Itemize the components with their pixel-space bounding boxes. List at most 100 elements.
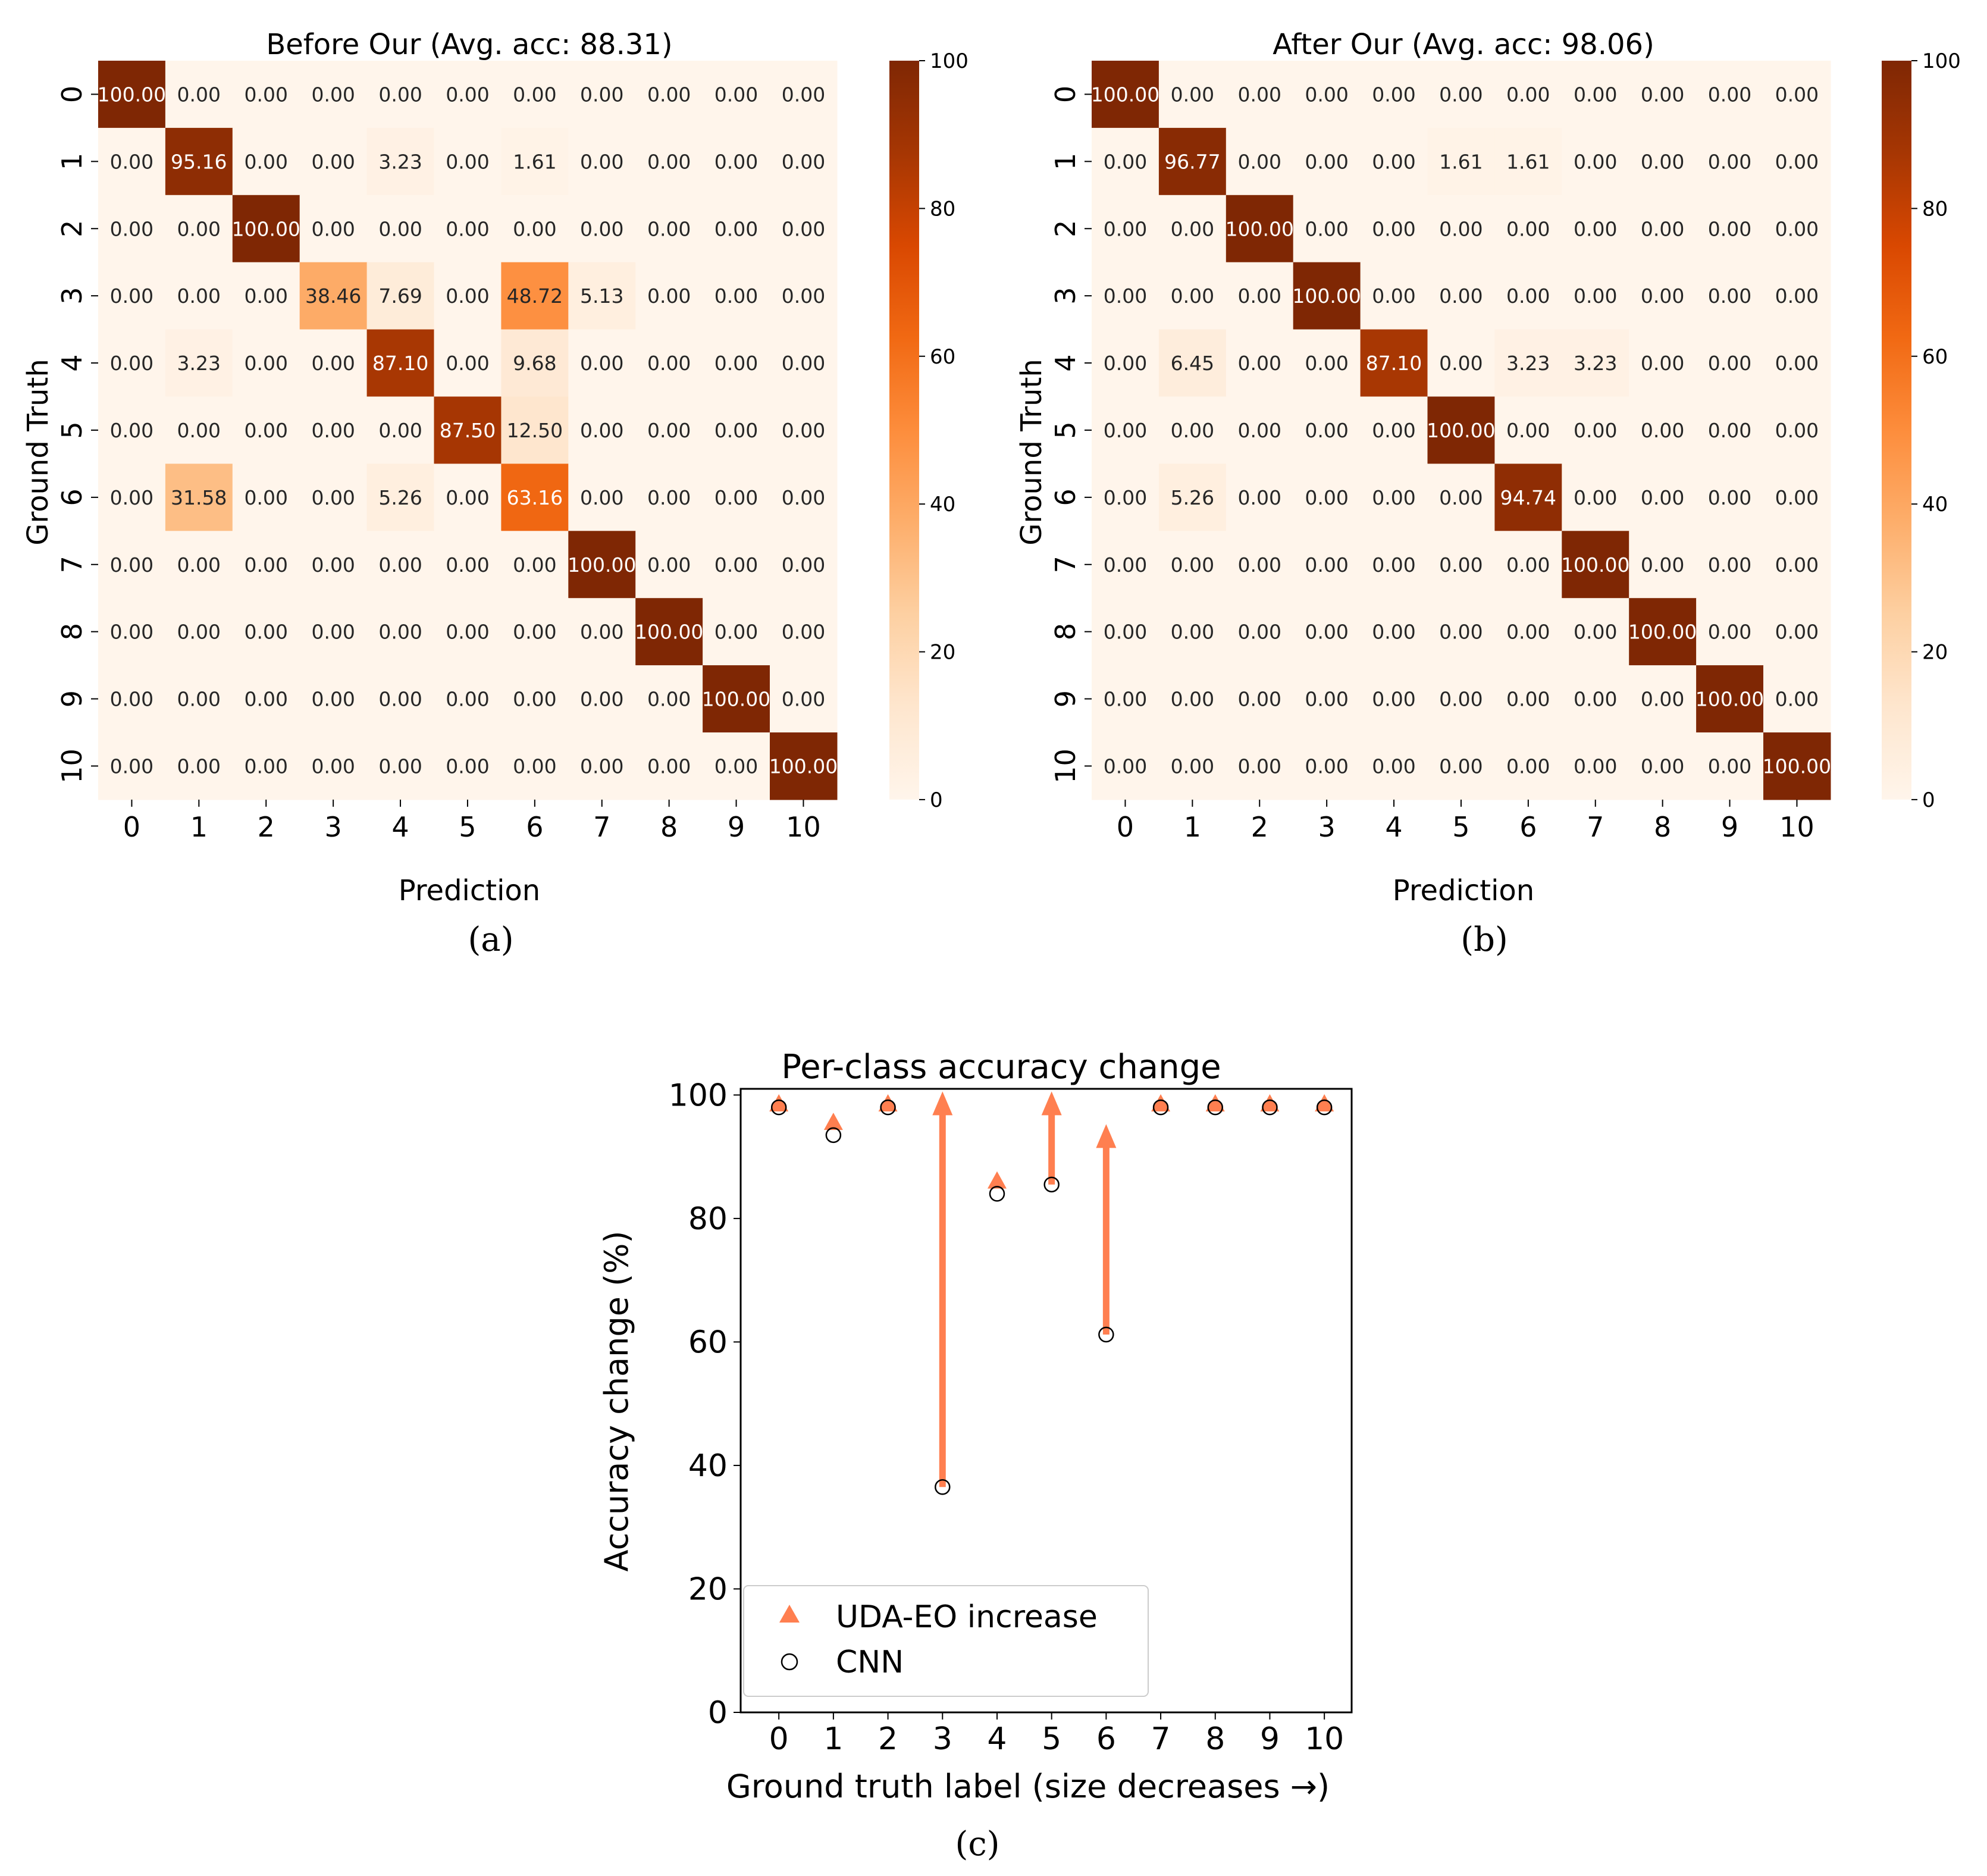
- scatter-c-legend: UDA-EO increase CNN: [743, 1585, 1149, 1697]
- heatmap-cell: [1696, 531, 1764, 599]
- heatmap-cell-label: 0.00: [1305, 621, 1348, 644]
- heatmap-cell: [635, 665, 703, 733]
- heatmap-cell-label: 0.00: [1372, 284, 1415, 308]
- heatmap-cell: [1427, 262, 1495, 330]
- heatmap-cell-label: 0.00: [714, 553, 758, 577]
- heatmap-cell: [1562, 396, 1629, 464]
- heatmap-cell: [1427, 329, 1495, 397]
- y-tick-label: 100: [669, 1078, 728, 1113]
- heatmap-cell: [1494, 531, 1562, 599]
- heatmap-cell: [434, 598, 502, 666]
- heatmap-cell-label: 0.00: [1305, 755, 1348, 778]
- heatmap-cell-label: 0.00: [714, 352, 758, 375]
- heatmap-cell-label: 0.00: [782, 83, 825, 106]
- heatmap-cell-label: 0.00: [647, 83, 691, 106]
- heatmap-cell-label: 100.00: [1292, 284, 1361, 308]
- heatmap-cell: [98, 195, 166, 263]
- heatmap-cell-label: 0.00: [1775, 150, 1819, 173]
- heatmap-cell-label: 0.00: [1104, 688, 1147, 711]
- heatmap-cell: [1562, 732, 1629, 800]
- heatmap-cell: [1092, 262, 1159, 330]
- heatmap-cell-label: 87.50: [440, 419, 496, 442]
- heatmap-cell-label: 0.00: [446, 217, 489, 240]
- heatmap-cell-label: 0.00: [1439, 83, 1483, 106]
- heatmap-cell: [434, 531, 502, 599]
- heatmap-cell: [434, 127, 502, 196]
- heatmap-cell-label: 0.00: [647, 150, 691, 173]
- heatmap-cell: [568, 127, 636, 196]
- heatmap-cell: [1360, 329, 1428, 397]
- heatmap-cell-label: 0.00: [1104, 621, 1147, 644]
- heatmap-cell: [1562, 329, 1629, 397]
- x-tick-label: 6: [1096, 1721, 1116, 1757]
- heatmap-cell-label: 0.00: [110, 621, 153, 644]
- x-tick-label: 1: [1184, 811, 1201, 843]
- heatmap-cell: [1293, 463, 1361, 531]
- heatmap-cell: [232, 531, 300, 599]
- y-tick-label: 7: [56, 556, 88, 573]
- heatmap-cell-label: 0.00: [1171, 755, 1214, 778]
- heatmap-cell-label: 0.00: [245, 755, 288, 778]
- uda-eo-point: [1205, 1094, 1225, 1111]
- heatmap-cell: [366, 195, 435, 263]
- heatmap-cell-label: 0.00: [1372, 688, 1415, 711]
- heatmap-cell: [98, 598, 166, 666]
- heatmap-cell-label: 0.00: [1708, 217, 1751, 240]
- heatmap-cell-label: 0.00: [378, 688, 422, 711]
- heatmap-cell-label: 0.00: [1775, 217, 1819, 240]
- heatmap-cell: [1494, 195, 1562, 263]
- heatmap-cell: [635, 531, 703, 599]
- heatmap-cell: [366, 61, 435, 129]
- heatmap-cell-label: 0.00: [647, 755, 691, 778]
- x-tick-label: 6: [1519, 811, 1537, 843]
- heatmap-cell: [1494, 463, 1562, 531]
- heatmap-cell-label: 100.00: [1628, 621, 1697, 644]
- heatmap-cell: [299, 127, 368, 196]
- heatmap-cell-label: 94.74: [1500, 486, 1556, 509]
- heatmap-cell: [568, 329, 636, 397]
- heatmap-cell: [1763, 463, 1831, 531]
- heatmap-cell-label: 0.00: [1506, 688, 1550, 711]
- heatmap-cell-label: 0.00: [1641, 352, 1684, 375]
- heatmap-cell: [1562, 531, 1629, 599]
- heatmap-cell: [1494, 665, 1562, 733]
- heatmap-cell-label: 3.23: [378, 150, 422, 173]
- heatmap-cell-label: 100.00: [1763, 755, 1831, 778]
- heatmap-cell-label: 0.00: [1238, 352, 1281, 375]
- cnn-point: [1316, 1099, 1333, 1116]
- heatmap-cell: [568, 396, 636, 464]
- heatmap-cell-label: 0.00: [647, 284, 691, 308]
- heatmap-cell: [434, 262, 502, 330]
- heatmap-cell-label: 0.00: [513, 83, 556, 106]
- y-tick-label: 3: [1049, 287, 1082, 305]
- heatmap-cell: [1226, 598, 1294, 666]
- y-tick-label: 5: [56, 421, 88, 439]
- heatmap-cell: [501, 127, 569, 196]
- y-tick-label: 0: [1049, 86, 1082, 103]
- heatmap-cell: [1293, 732, 1361, 800]
- heatmap-cell-label: 0.00: [1641, 419, 1684, 442]
- heatmap-cell-label: 0.00: [446, 621, 489, 644]
- colorbar-gradient: [889, 61, 919, 800]
- heatmap-cell: [770, 61, 838, 129]
- heatmap-cell-label: 0.00: [311, 352, 355, 375]
- cnn-point: [1262, 1099, 1278, 1116]
- heatmap-cell-label: 0.00: [1439, 284, 1483, 308]
- heatmap-cell-label: 0.00: [1574, 755, 1617, 778]
- heatmap-cell-label: 0.00: [580, 755, 623, 778]
- x-tick-label: 10: [786, 811, 821, 843]
- heatmap-cell: [1763, 61, 1831, 129]
- heatmap-cell-label: 0.00: [782, 284, 825, 308]
- x-tick-label: 2: [1251, 811, 1268, 843]
- y-tick-label: 4: [1049, 354, 1082, 371]
- heatmap-cell: [703, 127, 770, 196]
- heatmap-cell: [98, 463, 166, 531]
- heatmap-cell-label: 0.00: [311, 486, 355, 509]
- y-tick-label: 1: [1049, 153, 1082, 170]
- heatmap-b-xlabel: Prediction: [1393, 874, 1534, 907]
- heatmap-cell: [165, 329, 233, 397]
- x-tick-label: 5: [459, 811, 476, 843]
- y-tick-label: 3: [56, 287, 88, 305]
- heatmap-cell-label: 0.00: [446, 755, 489, 778]
- heatmap-cell: [1696, 329, 1764, 397]
